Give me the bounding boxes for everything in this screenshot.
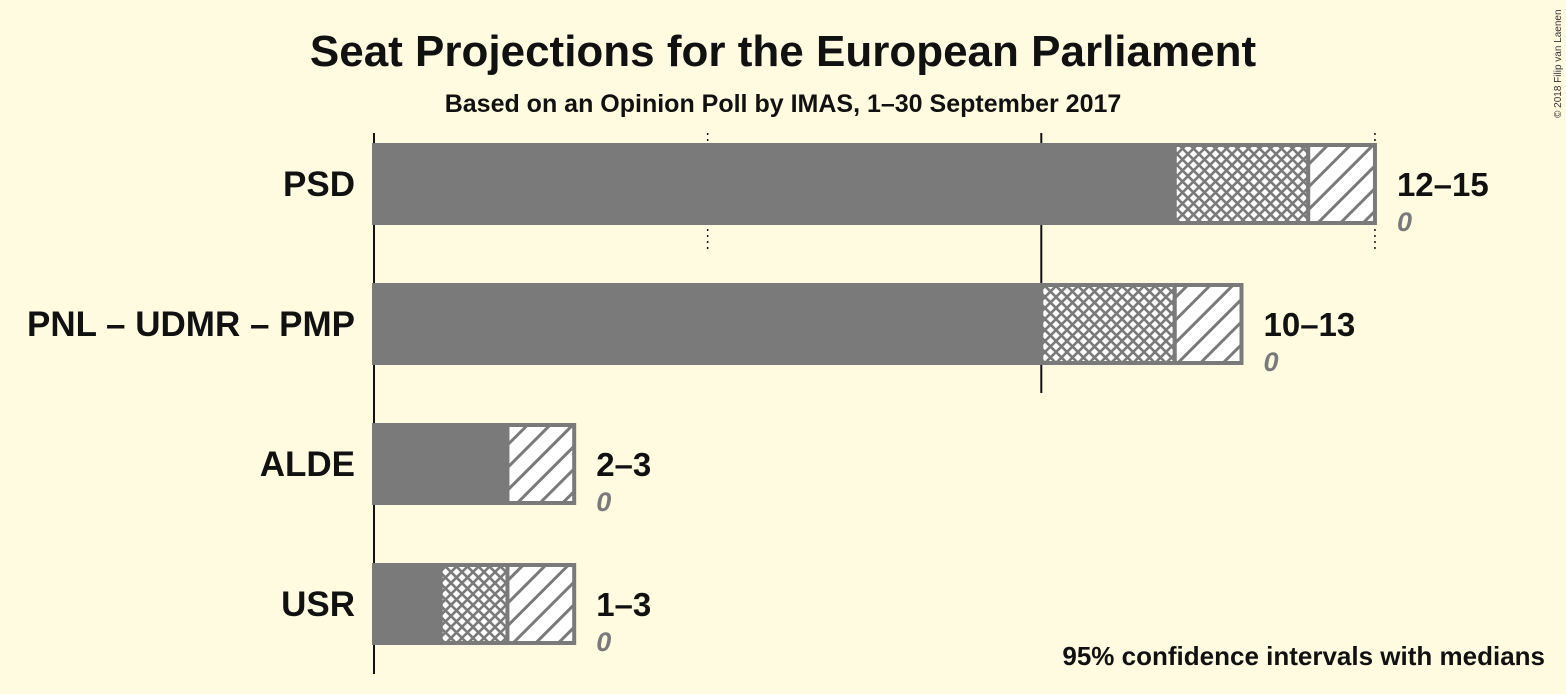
chart-subtitle: Based on an Opinion Poll by IMAS, 1–30 S… [445,90,1122,118]
last-result-usr: 0 [596,627,611,657]
bar-ci-low-psd [1172,143,1311,225]
bar-ci-high-alde [505,423,577,505]
bar-ci-high-pnl-udmr-pmp [1172,283,1244,365]
chart-title: Seat Projections for the European Parlia… [310,27,1257,76]
last-result-alde: 0 [596,487,611,517]
range-label-psd: 12–15 [1397,166,1489,203]
bar-ci-high-psd [1306,143,1377,225]
bar-ci-high-usr [505,563,577,645]
range-label-pnl-udmr-pmp: 10–13 [1263,306,1355,343]
copyright-notice: © 2018 Filip van Laenen [1553,9,1564,118]
confidence-note: 95% confidence intervals with medians [1062,641,1545,671]
last-result-pnl-udmr-pmp: 0 [1263,347,1278,377]
bar-solid-alde [372,423,508,505]
party-label-psd: PSD [283,165,355,204]
party-label-alde: ALDE [260,445,355,484]
party-label-usr: USR [281,585,355,624]
range-label-alde: 2–3 [596,446,651,483]
bar-ci-low-usr [438,563,510,645]
bar-ci-low-pnl-udmr-pmp [1039,283,1177,365]
party-label-pnl-udmr-pmp: PNL – UDMR – PMP [27,305,355,344]
bar-solid-usr [372,563,441,645]
bars [372,143,1377,645]
labels: PSD 12–15 0 PNL – UDMR – PMP 10–13 0 ALDE 2–3 0 U… [27,165,1489,657]
bar-solid-psd [372,143,1175,225]
bar-solid-pnl-udmr-pmp [372,283,1042,365]
range-label-usr: 1–3 [596,586,651,623]
last-result-psd: 0 [1397,207,1412,237]
